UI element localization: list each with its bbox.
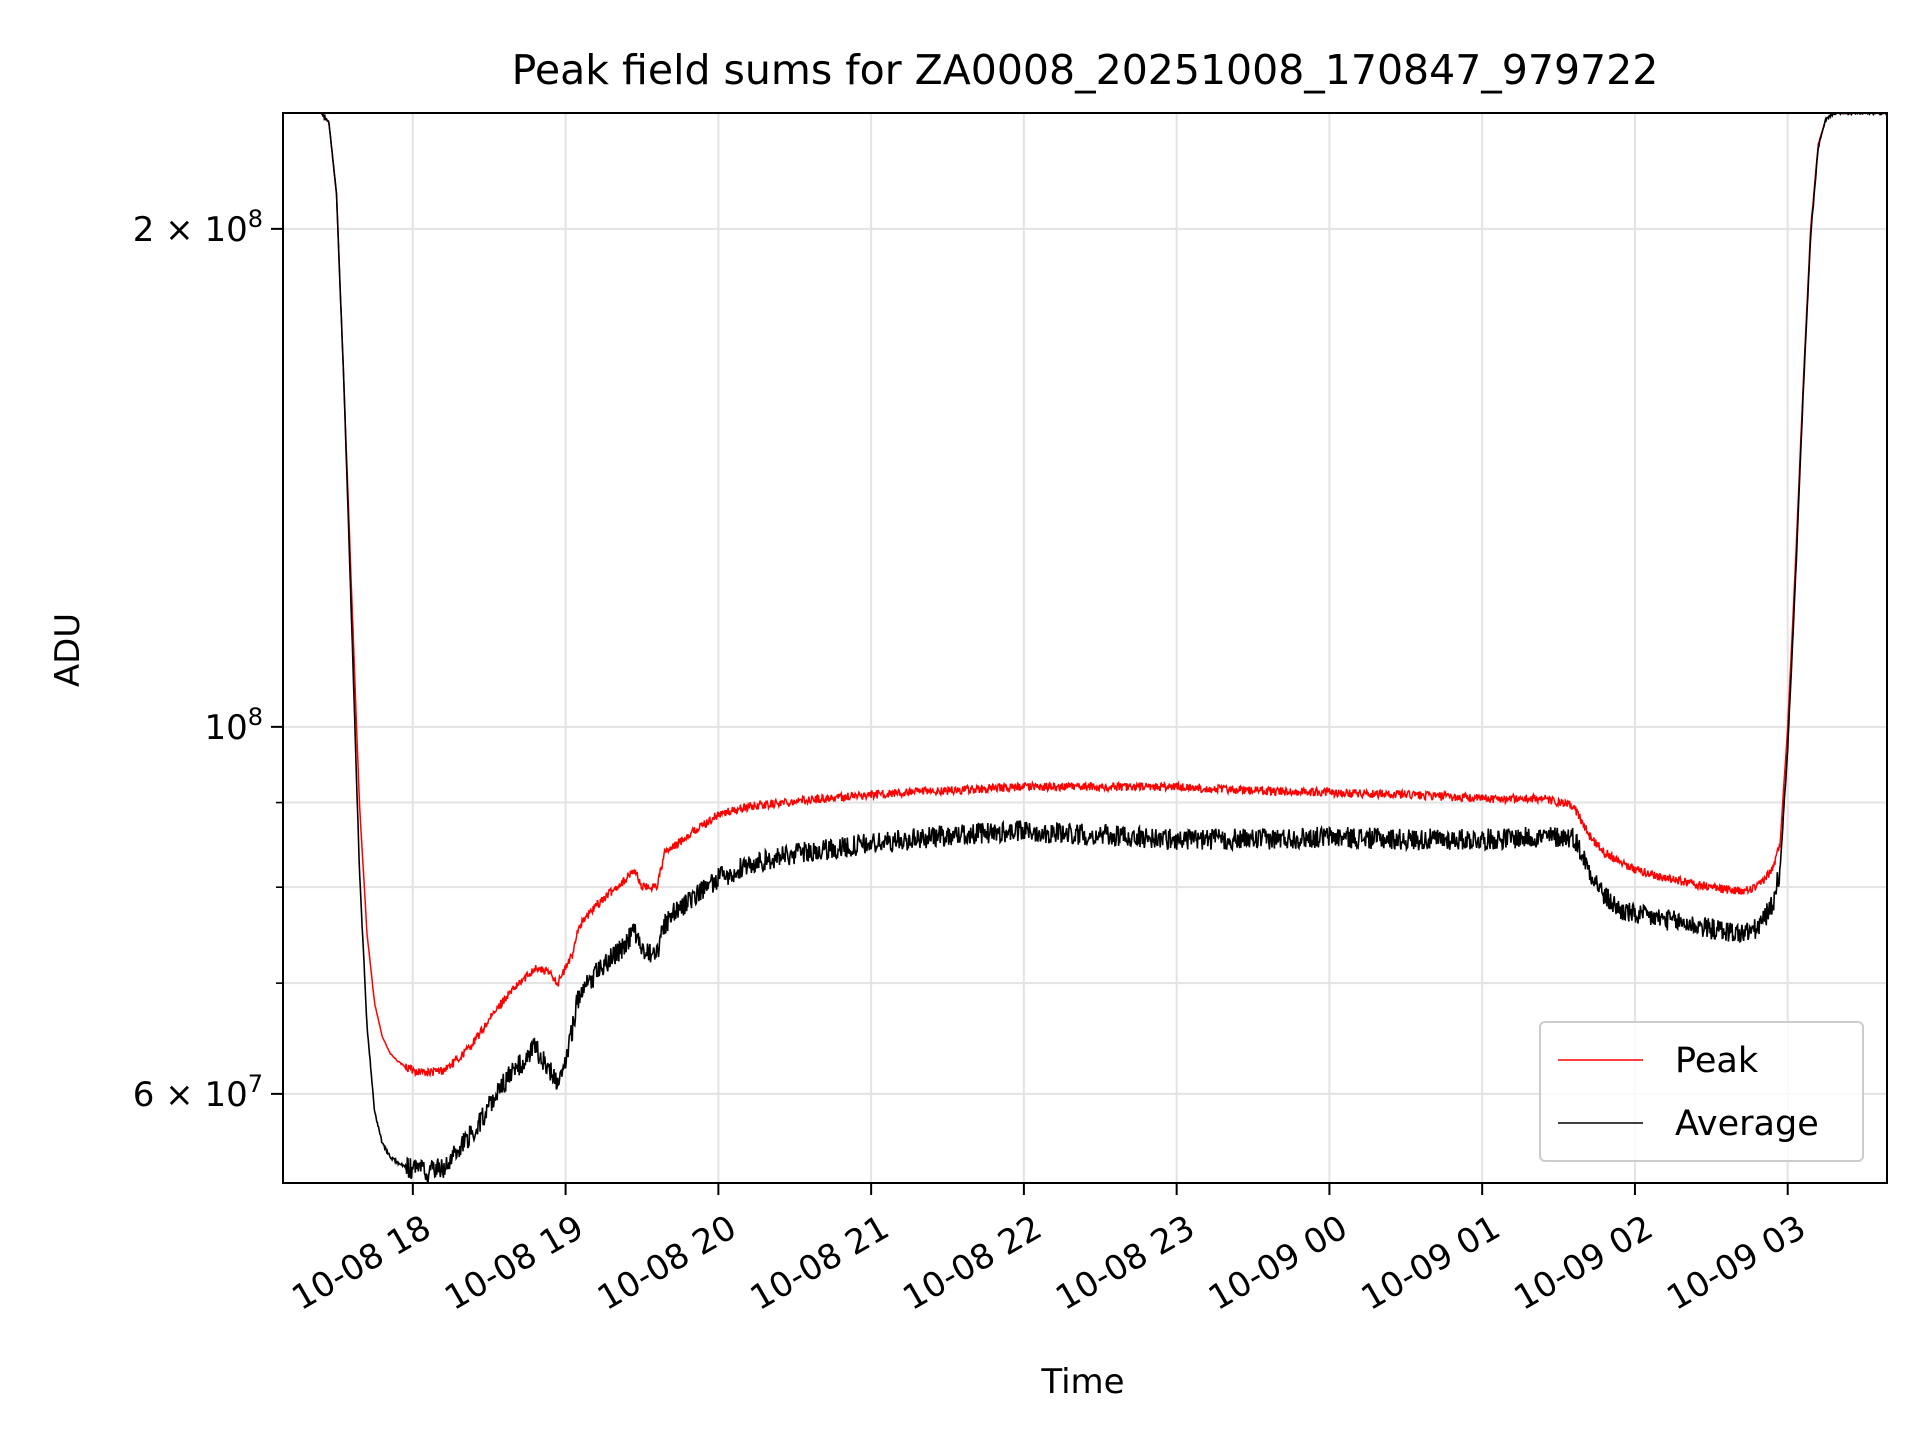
x-axis-label: Time: [1040, 1362, 1124, 1402]
chart-title: Peak field sums for ZA0008_20251008_1708…: [512, 46, 1659, 94]
y-tick-label: 2 × 108: [133, 205, 263, 250]
legend-peak-label: Peak: [1675, 1041, 1759, 1081]
y-axis-label: ADU: [48, 613, 88, 687]
legend: Peak Average: [1539, 1021, 1864, 1162]
y-tick-label: 6 × 107: [133, 1070, 263, 1115]
series-peak-line: [320, 113, 1887, 1078]
series-layer: [320, 113, 1887, 1183]
series-average-line: [320, 113, 1887, 1183]
legend-box: [1539, 1021, 1864, 1162]
legend-average-label: Average: [1675, 1104, 1819, 1144]
plot-frame: [282, 112, 1888, 1184]
grid: [283, 113, 1887, 1183]
